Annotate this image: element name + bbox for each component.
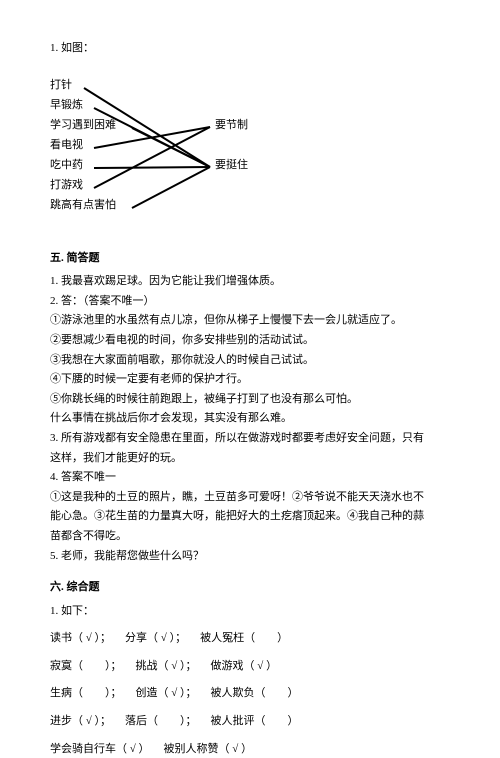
grid-row: 读书（ √ ）； 分享（ √ ）； 被人冤枉（ ） [50,630,450,648]
diagram-left-label: 跳高有点害怕 [50,197,116,215]
answer-line: 4. 答案不唯一 [50,469,450,487]
answer-line: ①这是我种的土豆的照片，瞧，土豆苗多可爱呀！②爷爷说不能天天浇水也不 [50,489,450,507]
diagram-right-label: 要挺住 [215,157,248,175]
grid-cell: 生病（ ）； [50,685,122,703]
section-6-title: 六. 综合题 [50,579,450,597]
answer-line: 1. 我最喜欢踢足球。因为它能让我们增强体质。 [50,273,450,291]
diagram-left-label: 打游戏 [50,177,83,195]
grid-row: 学会骑自行车（ √ ） 被别人称赞（ √ ） [50,741,450,758]
diagram-left-label: 打针 [50,77,72,95]
grid-cell: 寂寞（ ）； [50,658,122,676]
section-5-title: 五. 简答题 [50,250,450,268]
grid-cell: 分享（ √ ）； [125,630,186,648]
grid-cell: 学会骑自行车（ √ ） [50,741,150,758]
grid-row: 进步（ √ ）； 落后（ ）； 被人批评（ ） [50,713,450,731]
matching-diagram: 打针早锻炼学习遇到困难看电视吃中药打游戏跳高有点害怕 要节制要挺住 [50,66,330,236]
diagram-left-label: 学习遇到困难 [50,117,116,135]
grid-cell: 进步（ √ ）； [50,713,111,731]
answer-line: ③我想在大家面前唱歌，那你就没人的时候自己试试。 [50,352,450,370]
answer-line: ②要想减少看电视的时间，你多安排些别的活动试试。 [50,332,450,350]
answer-line: 2. 答：（答案不唯一） [50,293,450,311]
answer-line: ④下腰的时候一定要有老师的保护才行。 [50,371,450,389]
answer-line: ⑤你跳长绳的时候往前跑跟上，被绳子打到了也没有那么可怕。 [50,391,450,409]
diagram-left-label: 早锻炼 [50,97,83,115]
answer-line: 5. 老师，我能帮您做些什么吗？ [50,548,450,566]
diagram-left-label: 吃中药 [50,157,83,175]
answer-line: ①游泳池里的水虽然有点儿凉，但你从梯子上慢慢下去一会儿就适应了。 [50,312,450,330]
grid-cell: 挑战（ √ ）； [136,658,197,676]
answer-line: 3. 所有游戏都有安全隐患在里面，所以在做游戏时都要考虑好安全问题，只有 [50,430,450,448]
answer-line: 这样，我们才能更好的玩。 [50,450,450,468]
grid-row: 生病（ ）； 创造（ √ ）； 被人欺负（ ） [50,685,450,703]
diagram-left-label: 看电视 [50,137,83,155]
grid-cell: 做游戏（ √ ） [211,658,278,676]
answer-line: 什么事情在挑战后你才会发现，其实没有那么难。 [50,410,450,428]
question-1-label: 1. 如图： [50,40,450,58]
section-5-body: 1. 我最喜欢踢足球。因为它能让我们增强体质。 2. 答：（答案不唯一）①游泳池里… [50,273,450,565]
grid-cell: 被别人称赞（ √ ） [164,741,253,758]
section-6-q1: 1. 如下： [50,603,450,621]
grid-cell: 被人批评（ ） [211,713,299,731]
grid-cell: 创造（ √ ）； [136,685,197,703]
grid-cell: 读书（ √ ）； [50,630,111,648]
answer-line: 能心急。③花生苗的力量真大呀，能把好大的土疙瘩顶起来。④我自己种的蒜 [50,508,450,526]
answer-line: 苗都含不得吃。 [50,528,450,546]
grid-row: 寂寞（ ）； 挑战（ √ ）； 做游戏（ √ ） [50,658,450,676]
grid-cell: 落后（ ）； [125,713,197,731]
grid-cell: 被人欺负（ ） [211,685,299,703]
diagram-right-label: 要节制 [215,117,248,135]
grid-cell: 被人冤枉（ ） [200,630,288,648]
section-6-grid: 读书（ √ ）； 分享（ √ ）； 被人冤枉（ ） 寂寞（ ）； 挑战（ √ ）； 做游戏… [50,630,450,758]
